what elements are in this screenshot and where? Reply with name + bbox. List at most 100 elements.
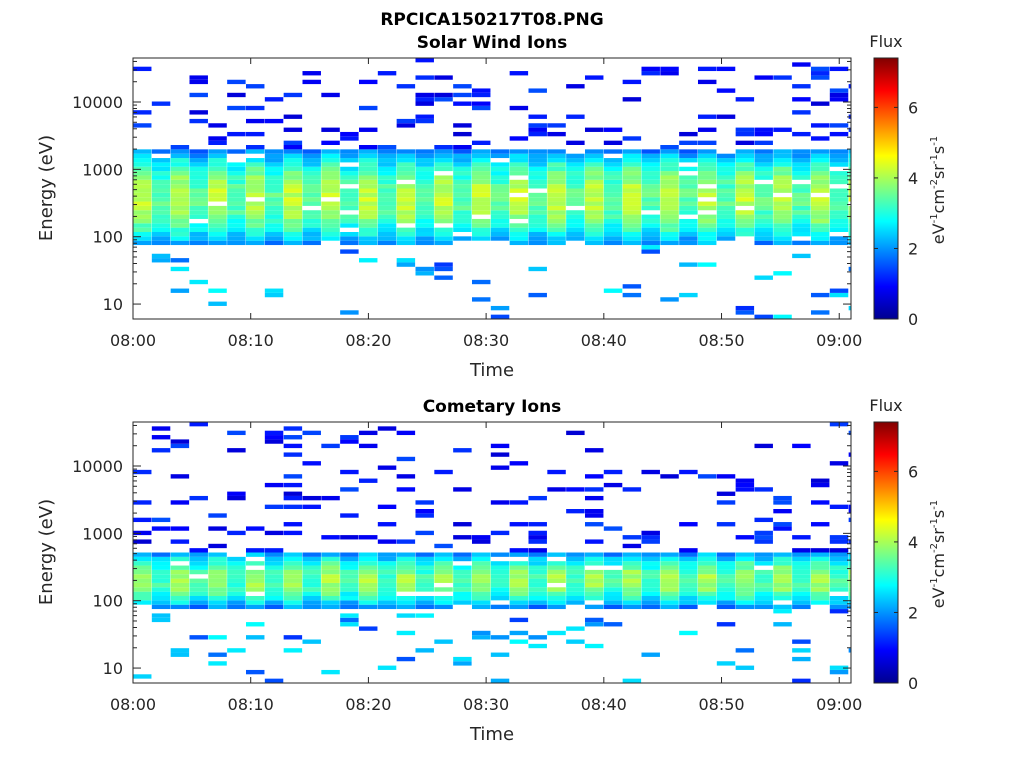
spectrogram-cell [773, 214, 792, 219]
spectrogram-cell [792, 240, 811, 246]
spectrogram-cell [321, 179, 340, 185]
spectrogram-cell [302, 227, 321, 232]
spectrogram-cell [547, 600, 566, 605]
spectrogram-cell [396, 197, 416, 202]
spectrogram-cell [434, 275, 453, 280]
colorbar-tick-label: 2 [908, 239, 918, 258]
spectrogram-cell [547, 184, 566, 189]
colorbar-tick-label: 4 [908, 533, 918, 552]
spectrogram-cell [264, 596, 284, 601]
spectrogram-cell [151, 448, 171, 453]
spectrogram-cell [302, 197, 321, 202]
spectrogram-cell [829, 609, 849, 614]
spectrogram-cell [208, 175, 227, 180]
spectrogram-cell [810, 240, 830, 246]
spectrogram-cell [528, 232, 547, 237]
spectrogram-cell [227, 600, 246, 605]
spectrogram-cell [528, 240, 547, 246]
spectrogram-cell [622, 97, 642, 102]
spectrogram-cell [716, 661, 736, 666]
spectrogram-cell [603, 214, 623, 219]
spectrogram-cell [377, 214, 397, 219]
spectrogram-cell [810, 153, 830, 159]
spectrogram-cell [358, 158, 378, 163]
spectrogram-cell [208, 158, 227, 163]
spectrogram-cell [509, 158, 529, 163]
spectrogram-cell [566, 582, 585, 588]
spectrogram-cell [829, 665, 849, 670]
spectrogram-cell [415, 271, 434, 276]
spectrogram-cell [208, 574, 227, 579]
spectrogram-cell [547, 232, 566, 237]
spectrogram-cell [490, 596, 510, 601]
spectrogram-cell [453, 552, 472, 557]
spectrogram-cell [622, 153, 642, 159]
spectrogram-cell [358, 626, 378, 631]
spectrogram-cell [151, 171, 171, 176]
spectrogram-cell [170, 565, 190, 570]
spectrogram-cell [603, 162, 623, 167]
spectrogram-cell [283, 210, 303, 215]
spectrogram-cell [133, 214, 152, 219]
spectrogram-cell [434, 153, 453, 159]
spectrogram-cell [302, 71, 321, 76]
x-tick-label: 08:50 [698, 331, 744, 350]
spectrogram-cell [697, 596, 717, 601]
spectrogram-cell [716, 561, 736, 566]
spectrogram-cell [641, 578, 660, 583]
spectrogram-cell [679, 604, 698, 610]
spectrogram-cell [528, 236, 547, 241]
spectrogram-cell [434, 552, 453, 557]
spectrogram-cell [792, 232, 811, 237]
x-tick-label: 08:10 [228, 331, 274, 350]
spectrogram-cell [566, 552, 585, 557]
spectrogram-cell [471, 569, 491, 575]
spectrogram-cell [434, 556, 453, 562]
spectrogram-cell [471, 539, 491, 544]
spectrogram-cell [377, 556, 397, 562]
spectrogram-cell [773, 153, 792, 159]
spectrogram-cell [829, 227, 849, 232]
x-tick-label: 08:40 [581, 331, 627, 350]
spectrogram-cell [208, 227, 227, 232]
spectrogram-cell [302, 153, 321, 159]
spectrogram-cell [245, 587, 265, 592]
spectrogram-cell [170, 258, 190, 263]
spectrogram-cell [697, 153, 717, 159]
spectrogram-cell [302, 639, 321, 644]
spectrogram-cell [227, 162, 246, 167]
spectrogram-cell [151, 604, 171, 610]
spectrogram-cell [641, 652, 660, 657]
spectrogram-cell [358, 227, 378, 232]
spectrogram-cell [528, 587, 547, 592]
spectrogram-cell [716, 556, 736, 562]
spectrogram-cell [716, 166, 736, 172]
spectrogram-cell [170, 569, 190, 575]
spectrogram-cell [264, 482, 284, 488]
y-axis-label: Energy (eV) [36, 135, 57, 241]
spectrogram-cell [264, 175, 284, 180]
spectrogram-cell [245, 149, 265, 154]
spectrogram-cell [340, 179, 359, 185]
spectrogram-cell [264, 227, 284, 232]
spectrogram-cell [509, 153, 529, 159]
plot-frame [132, 421, 852, 684]
spectrogram-cell [528, 227, 547, 232]
spectrogram-cell [810, 578, 830, 583]
spectrogram-cell [622, 569, 642, 575]
spectrogram-cell [377, 604, 397, 610]
spectrogram-cell [264, 158, 284, 163]
spectrogram-cell [170, 474, 190, 479]
spectrogram-cell [321, 205, 340, 211]
spectrogram-cell [679, 596, 698, 601]
spectrogram-cell [434, 145, 453, 150]
spectrogram-cell [697, 569, 717, 575]
spectrogram-cell [848, 227, 851, 232]
spectrogram-cell [697, 175, 717, 180]
spectrogram-cell [208, 236, 227, 241]
panel-solar-wind: Solar Wind Ions 08:00 08:10 08:20 08:30 08:4… [36, 32, 948, 381]
spectrogram-cell [321, 218, 340, 224]
spectrogram-cell [773, 127, 792, 132]
spectrogram-cell [792, 188, 811, 193]
spectrogram-cell [227, 175, 246, 180]
